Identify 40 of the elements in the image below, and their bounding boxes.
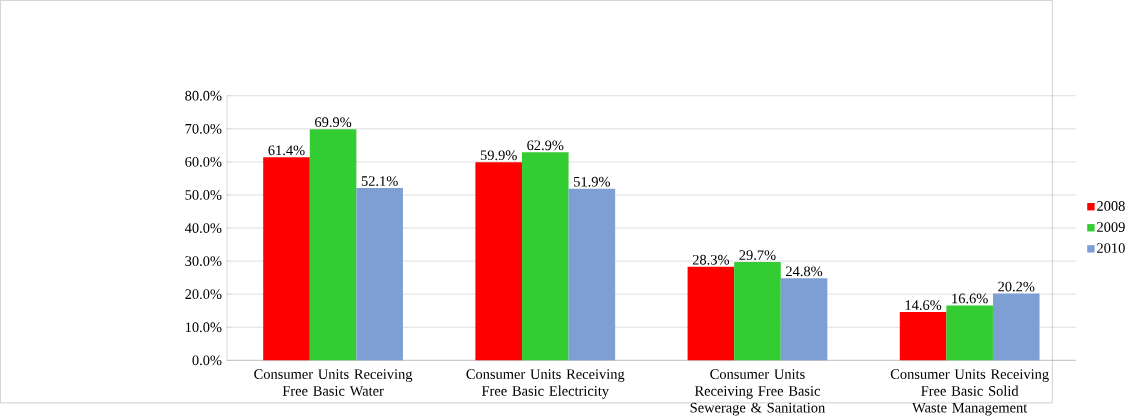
x-tick-label: Consumer Units Receiving Free Basic Water [254, 369, 413, 396]
y-tick-label: 70.0% [185, 123, 222, 134]
y-tick-label: 80.0% [185, 90, 222, 101]
x-tick-label: Consumer Units Receiving Free Basic Electricity [466, 369, 625, 399]
bar [734, 261, 781, 361]
data-label: 59.9% [480, 150, 517, 161]
data-label: 62.9% [527, 140, 564, 151]
bar [780, 278, 828, 361]
data-label: 16.6% [952, 293, 988, 304]
x-tick-label: Consumer Units Receiving Free Basic Sewerage & Sanitation [690, 369, 826, 416]
bar [356, 187, 403, 361]
y-tick-label: 30.0% [185, 256, 222, 266]
legend-label: 2008 [1097, 200, 1125, 211]
bar [899, 311, 947, 361]
y-tick-label: 50.0% [185, 189, 222, 200]
bar [309, 128, 357, 361]
bar [992, 293, 1040, 361]
data-label: 14.6% [905, 300, 942, 310]
y-tick-label: 60.0% [185, 156, 222, 167]
bar [687, 266, 735, 361]
data-label: 52.1% [361, 176, 398, 186]
legend-label: 2009 [1097, 221, 1125, 232]
bar [946, 305, 993, 361]
legend-label: 2010 [1097, 243, 1125, 253]
data-label: 51.9% [574, 176, 611, 187]
x-tick-label: Consumer Units Receiving Free Basic Solid Waste Management [890, 369, 1049, 416]
data-label: 20.2% [998, 281, 1035, 292]
data-label: 29.7% [739, 250, 776, 260]
data-label: 61.4% [268, 145, 305, 156]
data-label: 28.3% [692, 254, 730, 265]
bar [475, 162, 522, 361]
bar [263, 157, 310, 361]
data-label: 69.9% [315, 117, 352, 127]
y-tick-label: 10.0% [185, 322, 222, 333]
bar [521, 152, 569, 361]
y-tick-label: 0.0% [192, 355, 222, 366]
y-tick-label: 20.0% [185, 289, 222, 299]
y-tick-label: 40.0% [184, 222, 222, 233]
data-label: 24.8% [786, 266, 823, 277]
bar [568, 188, 616, 361]
